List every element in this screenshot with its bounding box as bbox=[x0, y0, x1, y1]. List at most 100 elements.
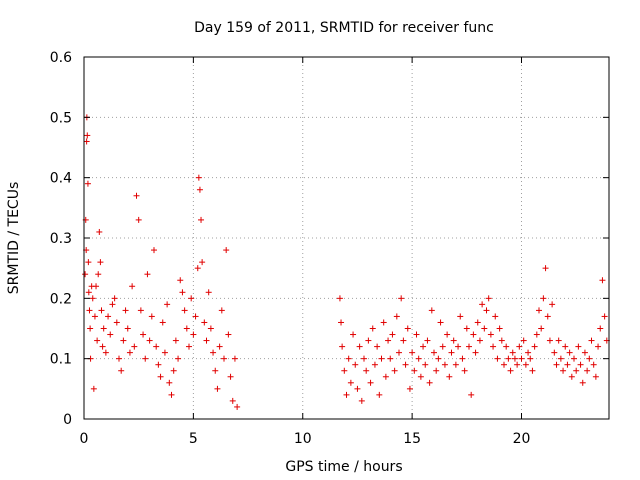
data-point bbox=[446, 373, 453, 380]
data-point bbox=[347, 379, 354, 386]
data-point bbox=[227, 373, 234, 380]
data-point bbox=[540, 295, 547, 302]
data-point bbox=[533, 331, 540, 338]
data-point bbox=[102, 349, 109, 356]
data-point bbox=[85, 289, 92, 296]
data-point bbox=[210, 349, 217, 356]
data-point bbox=[389, 331, 396, 338]
data-point bbox=[89, 295, 96, 302]
data-point bbox=[426, 379, 433, 386]
data-point bbox=[402, 361, 409, 368]
data-point bbox=[503, 343, 510, 350]
data-point bbox=[345, 355, 352, 362]
data-point bbox=[470, 331, 477, 338]
data-point bbox=[133, 192, 140, 199]
data-point bbox=[505, 355, 512, 362]
data-point bbox=[546, 337, 553, 344]
data-point bbox=[126, 349, 133, 356]
data-point bbox=[557, 355, 564, 362]
data-point bbox=[590, 361, 597, 368]
data-point bbox=[487, 331, 494, 338]
data-point bbox=[98, 307, 105, 314]
data-point bbox=[448, 349, 455, 356]
data-point bbox=[198, 216, 205, 223]
data-point bbox=[84, 132, 91, 139]
data-point bbox=[466, 343, 472, 350]
data-point bbox=[361, 355, 367, 362]
data-point bbox=[391, 367, 398, 374]
data-point bbox=[82, 271, 89, 278]
data-point bbox=[586, 355, 593, 362]
data-point bbox=[100, 325, 107, 332]
data-point bbox=[492, 313, 499, 320]
data-point bbox=[95, 271, 102, 278]
data-point bbox=[490, 343, 497, 350]
data-point bbox=[431, 349, 437, 356]
data-point bbox=[476, 337, 483, 344]
x-tick-label: 15 bbox=[403, 431, 421, 447]
data-point bbox=[367, 379, 374, 386]
data-point bbox=[231, 355, 238, 362]
data-point bbox=[221, 355, 227, 362]
data-point bbox=[376, 391, 383, 398]
data-point bbox=[382, 373, 389, 380]
data-point bbox=[223, 247, 230, 254]
chart-title: Day 159 of 2011, SRMTID for receiver fun… bbox=[194, 20, 494, 36]
data-point bbox=[96, 228, 103, 235]
data-point bbox=[457, 313, 464, 320]
data-point bbox=[393, 313, 400, 320]
data-point bbox=[450, 337, 457, 344]
data-point bbox=[485, 295, 492, 302]
data-point bbox=[529, 367, 536, 374]
data-point bbox=[356, 343, 363, 350]
data-point bbox=[155, 361, 162, 368]
data-point bbox=[192, 313, 199, 320]
x-tick-label: 10 bbox=[294, 431, 312, 447]
data-point bbox=[415, 355, 422, 362]
data-point bbox=[129, 283, 136, 290]
data-point bbox=[354, 385, 361, 392]
data-point bbox=[358, 397, 365, 404]
data-point bbox=[153, 343, 160, 350]
data-point bbox=[597, 325, 604, 332]
data-point bbox=[234, 403, 241, 410]
data-point bbox=[544, 313, 551, 320]
data-point bbox=[560, 367, 567, 374]
data-point bbox=[84, 180, 91, 187]
axis-ticks bbox=[83, 56, 609, 420]
data-point bbox=[97, 259, 104, 266]
grid bbox=[84, 57, 609, 419]
y-tick-labels: 0 0.1 0.2 0.3 0.4 0.5 0.6 bbox=[50, 50, 72, 428]
data-point bbox=[387, 355, 394, 362]
data-point bbox=[522, 361, 529, 368]
data-point bbox=[444, 331, 451, 338]
y-tick-label: 0.1 bbox=[50, 352, 72, 368]
data-point bbox=[385, 337, 392, 344]
data-point bbox=[599, 277, 606, 284]
data-point bbox=[378, 355, 385, 362]
data-point bbox=[94, 337, 101, 344]
data-point bbox=[422, 361, 429, 368]
data-point bbox=[205, 289, 212, 296]
data-point bbox=[409, 349, 416, 356]
data-point bbox=[474, 319, 481, 326]
data-point bbox=[496, 325, 503, 332]
data-point bbox=[166, 379, 173, 386]
data-point bbox=[214, 385, 221, 392]
data-point bbox=[371, 361, 378, 368]
data-point bbox=[207, 325, 214, 332]
data-point bbox=[122, 307, 129, 314]
data-point bbox=[428, 307, 435, 314]
data-point bbox=[551, 349, 558, 356]
data-point bbox=[225, 331, 232, 338]
data-point bbox=[562, 343, 569, 350]
plot-frame bbox=[83, 56, 610, 420]
data-point bbox=[201, 319, 208, 326]
data-point bbox=[175, 355, 182, 362]
data-point bbox=[601, 313, 608, 320]
data-point bbox=[479, 301, 486, 308]
y-tick-label: 0 bbox=[63, 412, 72, 428]
data-point bbox=[525, 349, 532, 356]
data-point bbox=[91, 313, 98, 320]
